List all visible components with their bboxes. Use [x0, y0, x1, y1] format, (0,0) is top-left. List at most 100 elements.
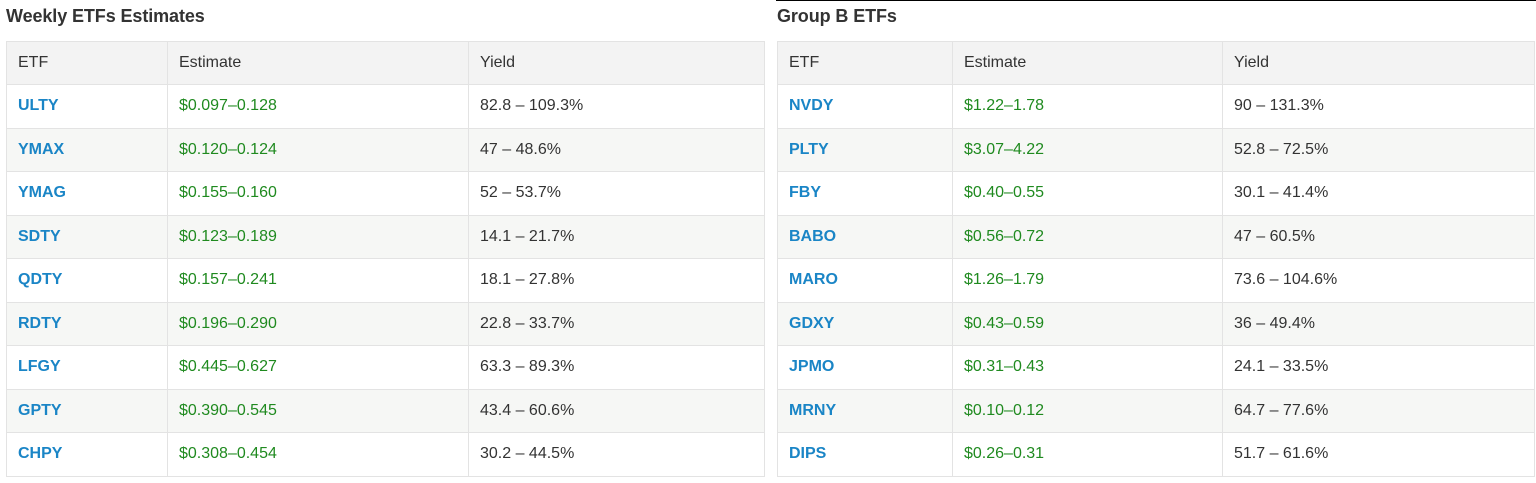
- etf-cell: ULTY: [6, 84, 168, 129]
- table-row: LFGY $0.445–0.627 63.3 – 89.3%: [6, 345, 765, 390]
- yield-cell: 30.2 – 44.5%: [468, 432, 765, 477]
- etf-link[interactable]: BABO: [789, 227, 837, 245]
- estimate-cell: $0.31–0.43: [952, 345, 1223, 390]
- etf-cell: DIPS: [777, 432, 953, 477]
- yield-cell: 30.1 – 41.4%: [1222, 171, 1535, 216]
- estimate-cell: $0.157–0.241: [167, 258, 469, 303]
- yield-cell: 36 – 49.4%: [1222, 301, 1535, 346]
- estimate-cell: $0.120–0.124: [167, 127, 469, 172]
- etf-cell: MARO: [777, 258, 953, 303]
- yield-cell: 14.1 – 21.7%: [468, 214, 765, 259]
- yield-cell: 47 – 48.6%: [468, 127, 765, 172]
- table-header-row: ETF Estimate Yield: [777, 41, 1535, 85]
- column-header-etf: ETF: [6, 41, 168, 85]
- top-divider-line: [776, 0, 1536, 1]
- etf-cell: SDTY: [6, 214, 168, 259]
- etf-cell: GDXY: [777, 301, 953, 346]
- table-row: GDXY $0.43–0.59 36 – 49.4%: [777, 301, 1535, 346]
- estimate-cell: $3.07–4.22: [952, 127, 1223, 172]
- yield-cell: 47 – 60.5%: [1222, 214, 1535, 259]
- etf-link[interactable]: NVDY: [789, 97, 834, 115]
- estimate-cell: $0.56–0.72: [952, 214, 1223, 259]
- etf-link[interactable]: SDTY: [18, 227, 61, 245]
- column-header-estimate: Estimate: [167, 41, 469, 85]
- table-row: FBY $0.40–0.55 30.1 – 41.4%: [777, 171, 1535, 216]
- estimate-cell: $0.155–0.160: [167, 171, 469, 216]
- table-row: JPMO $0.31–0.43 24.1 – 33.5%: [777, 345, 1535, 390]
- etf-link[interactable]: LFGY: [18, 358, 61, 376]
- weekly-etfs-table: ETF Estimate Yield ULTY $0.097–0.128 82.…: [6, 41, 765, 477]
- etf-cell: MRNY: [777, 388, 953, 433]
- etf-link[interactable]: MRNY: [789, 401, 837, 419]
- estimate-cell: $1.22–1.78: [952, 84, 1223, 129]
- estimate-cell: $0.10–0.12: [952, 388, 1223, 433]
- etf-cell: GPTY: [6, 388, 168, 433]
- estimate-cell: $0.097–0.128: [167, 84, 469, 129]
- table-row: GPTY $0.390–0.545 43.4 – 60.6%: [6, 388, 765, 433]
- etf-link[interactable]: QDTY: [18, 271, 63, 289]
- yield-cell: 22.8 – 33.7%: [468, 301, 765, 346]
- estimate-cell: $0.196–0.290: [167, 301, 469, 346]
- weekly-etfs-title: Weekly ETFs Estimates: [6, 6, 205, 26]
- group-b-etfs-table: ETF Estimate Yield NVDY $1.22–1.78 90 – …: [777, 41, 1535, 477]
- table-row: RDTY $0.196–0.290 22.8 – 33.7%: [6, 301, 765, 346]
- etf-cell: LFGY: [6, 345, 168, 390]
- yield-cell: 52 – 53.7%: [468, 171, 765, 216]
- estimate-cell: $0.26–0.31: [952, 432, 1223, 477]
- etf-cell: FBY: [777, 171, 953, 216]
- estimate-cell: $0.390–0.545: [167, 388, 469, 433]
- etf-cell: QDTY: [6, 258, 168, 303]
- etf-cell: CHPY: [6, 432, 168, 477]
- etf-cell: PLTY: [777, 127, 953, 172]
- etf-link[interactable]: ULTY: [18, 97, 59, 115]
- etf-cell: NVDY: [777, 84, 953, 129]
- etf-link[interactable]: JPMO: [789, 358, 835, 376]
- estimate-cell: $0.445–0.627: [167, 345, 469, 390]
- estimate-cell: $0.43–0.59: [952, 301, 1223, 346]
- table-row: ULTY $0.097–0.128 82.8 – 109.3%: [6, 84, 765, 129]
- yield-cell: 51.7 – 61.6%: [1222, 432, 1535, 477]
- table-row: MRNY $0.10–0.12 64.7 – 77.6%: [777, 388, 1535, 433]
- estimate-cell: $1.26–1.79: [952, 258, 1223, 303]
- yield-cell: 90 – 131.3%: [1222, 84, 1535, 129]
- etf-link[interactable]: PLTY: [789, 140, 829, 158]
- column-header-yield: Yield: [1222, 41, 1535, 85]
- group-b-etfs-title: Group B ETFs: [777, 6, 897, 26]
- etf-cell: BABO: [777, 214, 953, 259]
- table-row: NVDY $1.22–1.78 90 – 131.3%: [777, 84, 1535, 129]
- etf-cell: YMAX: [6, 127, 168, 172]
- table-row: YMAG $0.155–0.160 52 – 53.7%: [6, 171, 765, 216]
- etf-link[interactable]: RDTY: [18, 314, 62, 332]
- etf-link[interactable]: MARO: [789, 271, 838, 289]
- column-header-etf: ETF: [777, 41, 953, 85]
- yield-cell: 52.8 – 72.5%: [1222, 127, 1535, 172]
- etf-cell: YMAG: [6, 171, 168, 216]
- etf-link[interactable]: YMAG: [18, 184, 66, 202]
- etf-link[interactable]: CHPY: [18, 445, 63, 463]
- table-row: SDTY $0.123–0.189 14.1 – 21.7%: [6, 214, 765, 259]
- estimate-cell: $0.40–0.55: [952, 171, 1223, 216]
- yield-cell: 82.8 – 109.3%: [468, 84, 765, 129]
- etf-link[interactable]: FBY: [789, 184, 821, 202]
- yield-cell: 64.7 – 77.6%: [1222, 388, 1535, 433]
- table-row: YMAX $0.120–0.124 47 – 48.6%: [6, 127, 765, 172]
- yield-cell: 73.6 – 104.6%: [1222, 258, 1535, 303]
- etf-link[interactable]: YMAX: [18, 140, 65, 158]
- yield-cell: 43.4 – 60.6%: [468, 388, 765, 433]
- table-row: QDTY $0.157–0.241 18.1 – 27.8%: [6, 258, 765, 303]
- etf-cell: RDTY: [6, 301, 168, 346]
- column-header-yield: Yield: [468, 41, 765, 85]
- table-header-row: ETF Estimate Yield: [6, 41, 765, 85]
- column-header-estimate: Estimate: [952, 41, 1223, 85]
- etf-link[interactable]: GPTY: [18, 401, 62, 419]
- table-row: DIPS $0.26–0.31 51.7 – 61.6%: [777, 432, 1535, 477]
- table-row: BABO $0.56–0.72 47 – 60.5%: [777, 214, 1535, 259]
- table-row: CHPY $0.308–0.454 30.2 – 44.5%: [6, 432, 765, 477]
- estimate-cell: $0.123–0.189: [167, 214, 469, 259]
- etf-link[interactable]: GDXY: [789, 314, 835, 332]
- etf-link[interactable]: DIPS: [789, 445, 827, 463]
- yield-cell: 63.3 – 89.3%: [468, 345, 765, 390]
- etf-cell: JPMO: [777, 345, 953, 390]
- table-row: PLTY $3.07–4.22 52.8 – 72.5%: [777, 127, 1535, 172]
- estimate-cell: $0.308–0.454: [167, 432, 469, 477]
